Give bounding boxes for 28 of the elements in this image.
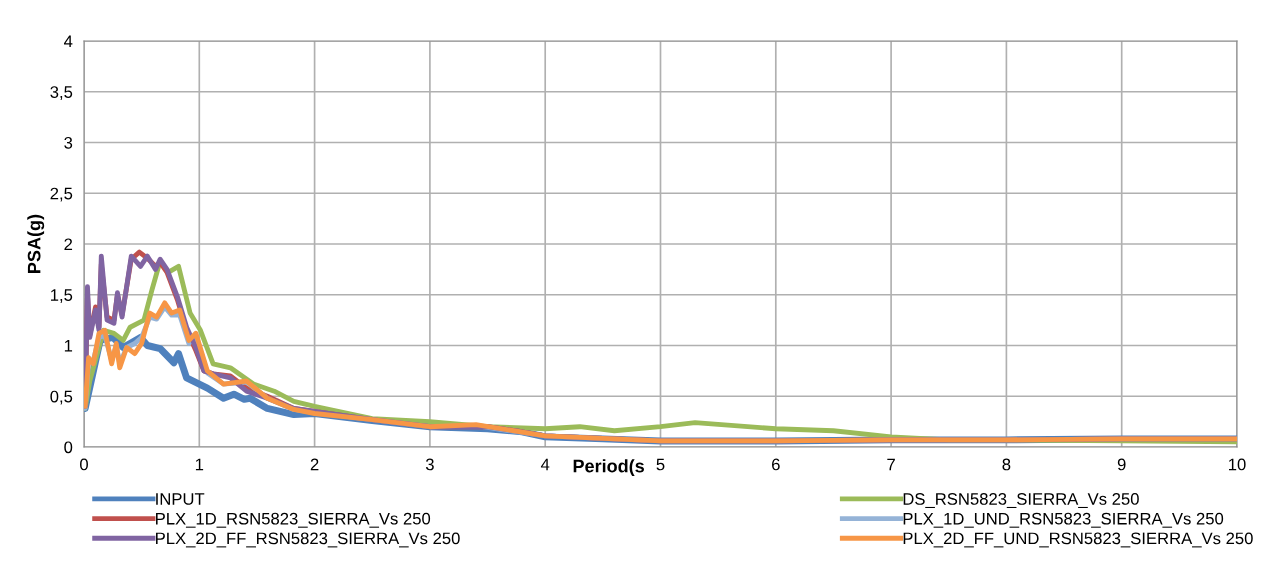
y-tick-label: 2,5	[50, 187, 73, 202]
y-tick-label: 2	[64, 238, 73, 251]
x-tick-label: 8	[1002, 458, 1011, 471]
x-tick-label: 9	[1117, 458, 1126, 471]
y-tick-label: 3	[64, 136, 73, 149]
y-tick-label: 3,5	[50, 86, 73, 100]
y-tick-label: 0,5	[50, 390, 73, 405]
y-axis-title: PSA(g)	[27, 214, 45, 273]
x-tick-label: 7	[887, 458, 895, 471]
y-tick-label: 4	[64, 35, 73, 48]
x-axis-title: Period(s	[573, 459, 644, 477]
x-tick-label: 1	[195, 458, 204, 471]
legend-label: DS_RSN5823_SIERRA_Vs 250	[903, 493, 1139, 508]
legend-label: PLX_2D_FF_UND_RSN5823_SIERRA_Vs 250	[903, 532, 1253, 548]
x-tick-label: 10	[1229, 458, 1246, 471]
x-tick-label: 2	[310, 458, 319, 471]
y-tick-label: 1,5	[50, 289, 73, 303]
x-tick-label: 0	[80, 458, 88, 471]
legend-label: INPUT	[156, 493, 205, 505]
x-tick-label: 6	[772, 458, 780, 471]
x-tick-label: 5	[656, 458, 665, 471]
y-tick-label: 0	[64, 441, 73, 454]
x-tick-label: 4	[540, 458, 550, 471]
legend-label: PLX_1D_UND_RSN5823_SIERRA_Vs 250	[903, 512, 1224, 528]
x-tick-label: 3	[425, 458, 434, 471]
legend-label: PLX_1D_RSN5823_SIERRA_Vs 250	[156, 512, 431, 528]
y-tick-label: 1	[64, 340, 73, 352]
legend-label: PLX_2D_FF_RSN5823_SIERRA_Vs 250	[156, 532, 460, 548]
